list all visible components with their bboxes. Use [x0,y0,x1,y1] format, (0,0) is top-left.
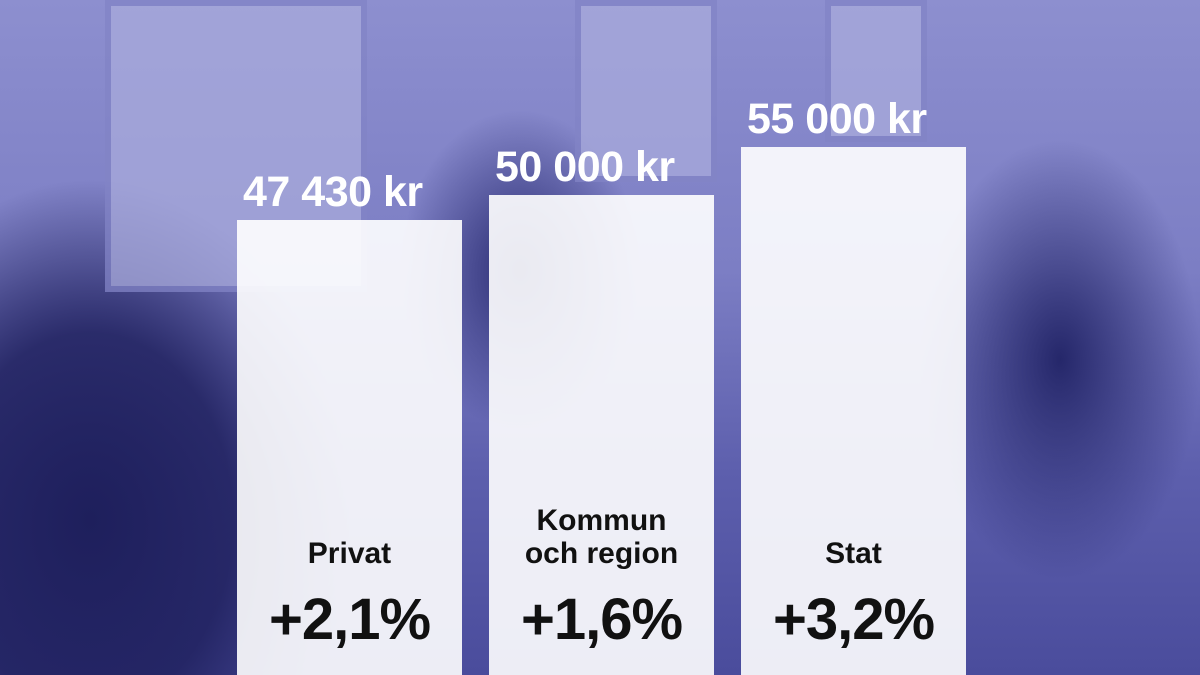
background-window [105,0,367,292]
category-label: Kommun och region [489,504,714,570]
bar-1: Kommun och region +1,6% [489,194,714,675]
change-label: +2,1% [268,587,431,652]
category-label-line: och region [524,537,679,570]
value-label: 47 430 kr [243,167,423,216]
bar-0: Privat +2,1% [237,219,462,675]
value-label: 50 000 kr [495,142,675,191]
category-label-line: Kommun [536,504,667,537]
change-label: +3,2% [772,587,935,652]
category-label: Stat [741,537,966,570]
category-label: Privat [237,537,462,570]
change-label: +1,6% [520,587,683,652]
background-window [825,0,927,142]
background-window [575,0,717,182]
value-label: 55 000 kr [747,94,927,143]
category-label-line: Stat [825,537,882,570]
bar-2: Stat +3,2% [741,146,966,675]
category-label-line: Privat [307,537,392,570]
